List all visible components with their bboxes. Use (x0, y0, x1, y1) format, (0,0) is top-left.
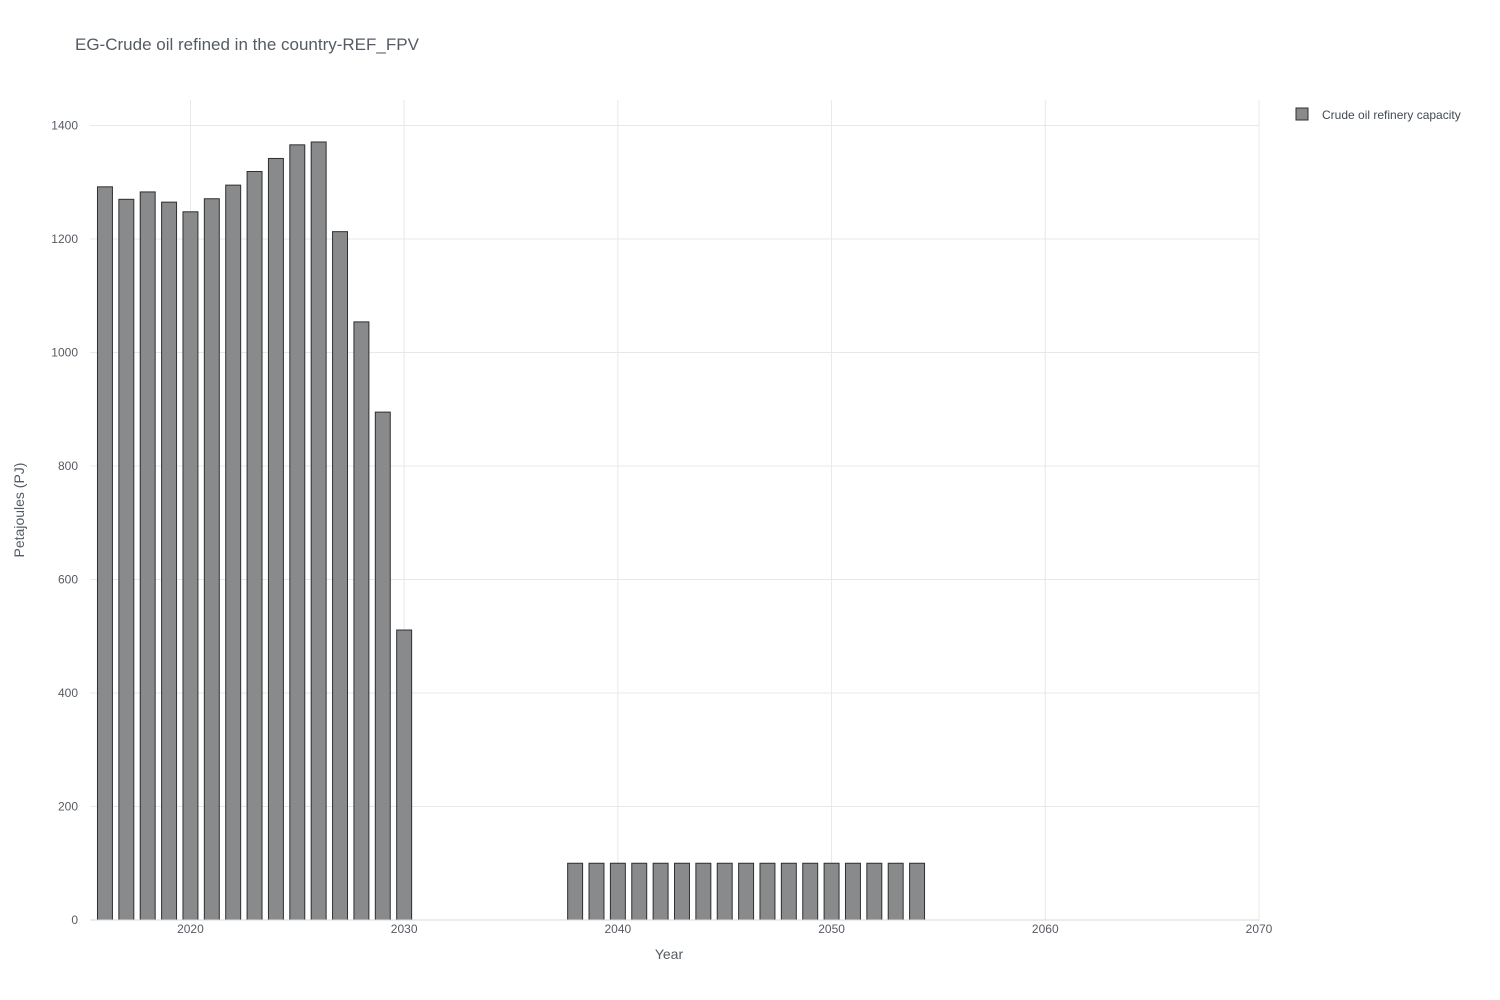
bar[interactable] (674, 862, 690, 921)
y-tick-label: 0 (71, 913, 78, 927)
y-tick-label: 200 (58, 800, 78, 814)
bar[interactable] (289, 144, 306, 921)
bar[interactable] (802, 862, 819, 921)
bar[interactable] (759, 862, 776, 921)
bar[interactable] (567, 862, 584, 921)
bar[interactable] (823, 862, 840, 921)
y-tick-label: 1400 (51, 119, 78, 133)
bar[interactable] (844, 862, 861, 921)
x-tick-label: 2040 (605, 922, 632, 936)
bar[interactable] (203, 198, 220, 921)
legend-label: Crude oil refinery capacity (1322, 108, 1461, 122)
x-tick-label: 2020 (177, 922, 204, 936)
bar[interactable] (866, 862, 883, 921)
bar[interactable] (887, 862, 904, 921)
legend[interactable]: Crude oil refinery capacity (1295, 107, 1461, 122)
chart-title: EG-Crude oil refined in the country-REF_… (75, 35, 420, 54)
bar[interactable] (631, 862, 648, 921)
x-tick-label: 2070 (1246, 922, 1273, 936)
bar[interactable] (161, 201, 178, 921)
x-tick-label: 2030 (391, 922, 418, 936)
bar[interactable] (310, 141, 327, 921)
bar[interactable] (225, 184, 242, 921)
axes: 0 200 400 600 800 1000 1200 1400 2020 2030 2040 205… (51, 119, 1272, 936)
bar[interactable] (139, 191, 156, 921)
bar[interactable] (909, 862, 926, 921)
bar[interactable] (396, 629, 413, 921)
bar-series[interactable] (96, 141, 926, 921)
legend-swatch (1295, 107, 1309, 121)
bar[interactable] (374, 411, 391, 921)
bar[interactable] (588, 862, 605, 921)
y-tick-label: 1000 (51, 346, 78, 360)
grid-lines (90, 100, 1260, 920)
x-axis-title: Year (655, 946, 684, 962)
x-tick-label: 2060 (1032, 922, 1059, 936)
y-tick-label: 600 (58, 573, 78, 587)
bar[interactable] (332, 231, 349, 921)
bar[interactable] (738, 862, 755, 921)
y-axis-title: Petajoules (PJ) (11, 463, 27, 558)
bar[interactable] (609, 862, 626, 921)
bar[interactable] (716, 862, 733, 921)
x-tick-label: 2050 (818, 922, 845, 936)
bar[interactable] (182, 211, 199, 921)
bar[interactable] (96, 186, 113, 921)
y-tick-label: 400 (58, 686, 78, 700)
y-tick-label: 1200 (51, 232, 78, 246)
bar[interactable] (246, 171, 263, 921)
bar[interactable] (118, 198, 135, 921)
bar[interactable] (695, 862, 712, 921)
y-tick-label: 800 (58, 459, 78, 473)
bar[interactable] (652, 862, 669, 921)
bar[interactable] (353, 321, 370, 921)
bar[interactable] (267, 157, 284, 921)
bar[interactable] (780, 862, 797, 921)
